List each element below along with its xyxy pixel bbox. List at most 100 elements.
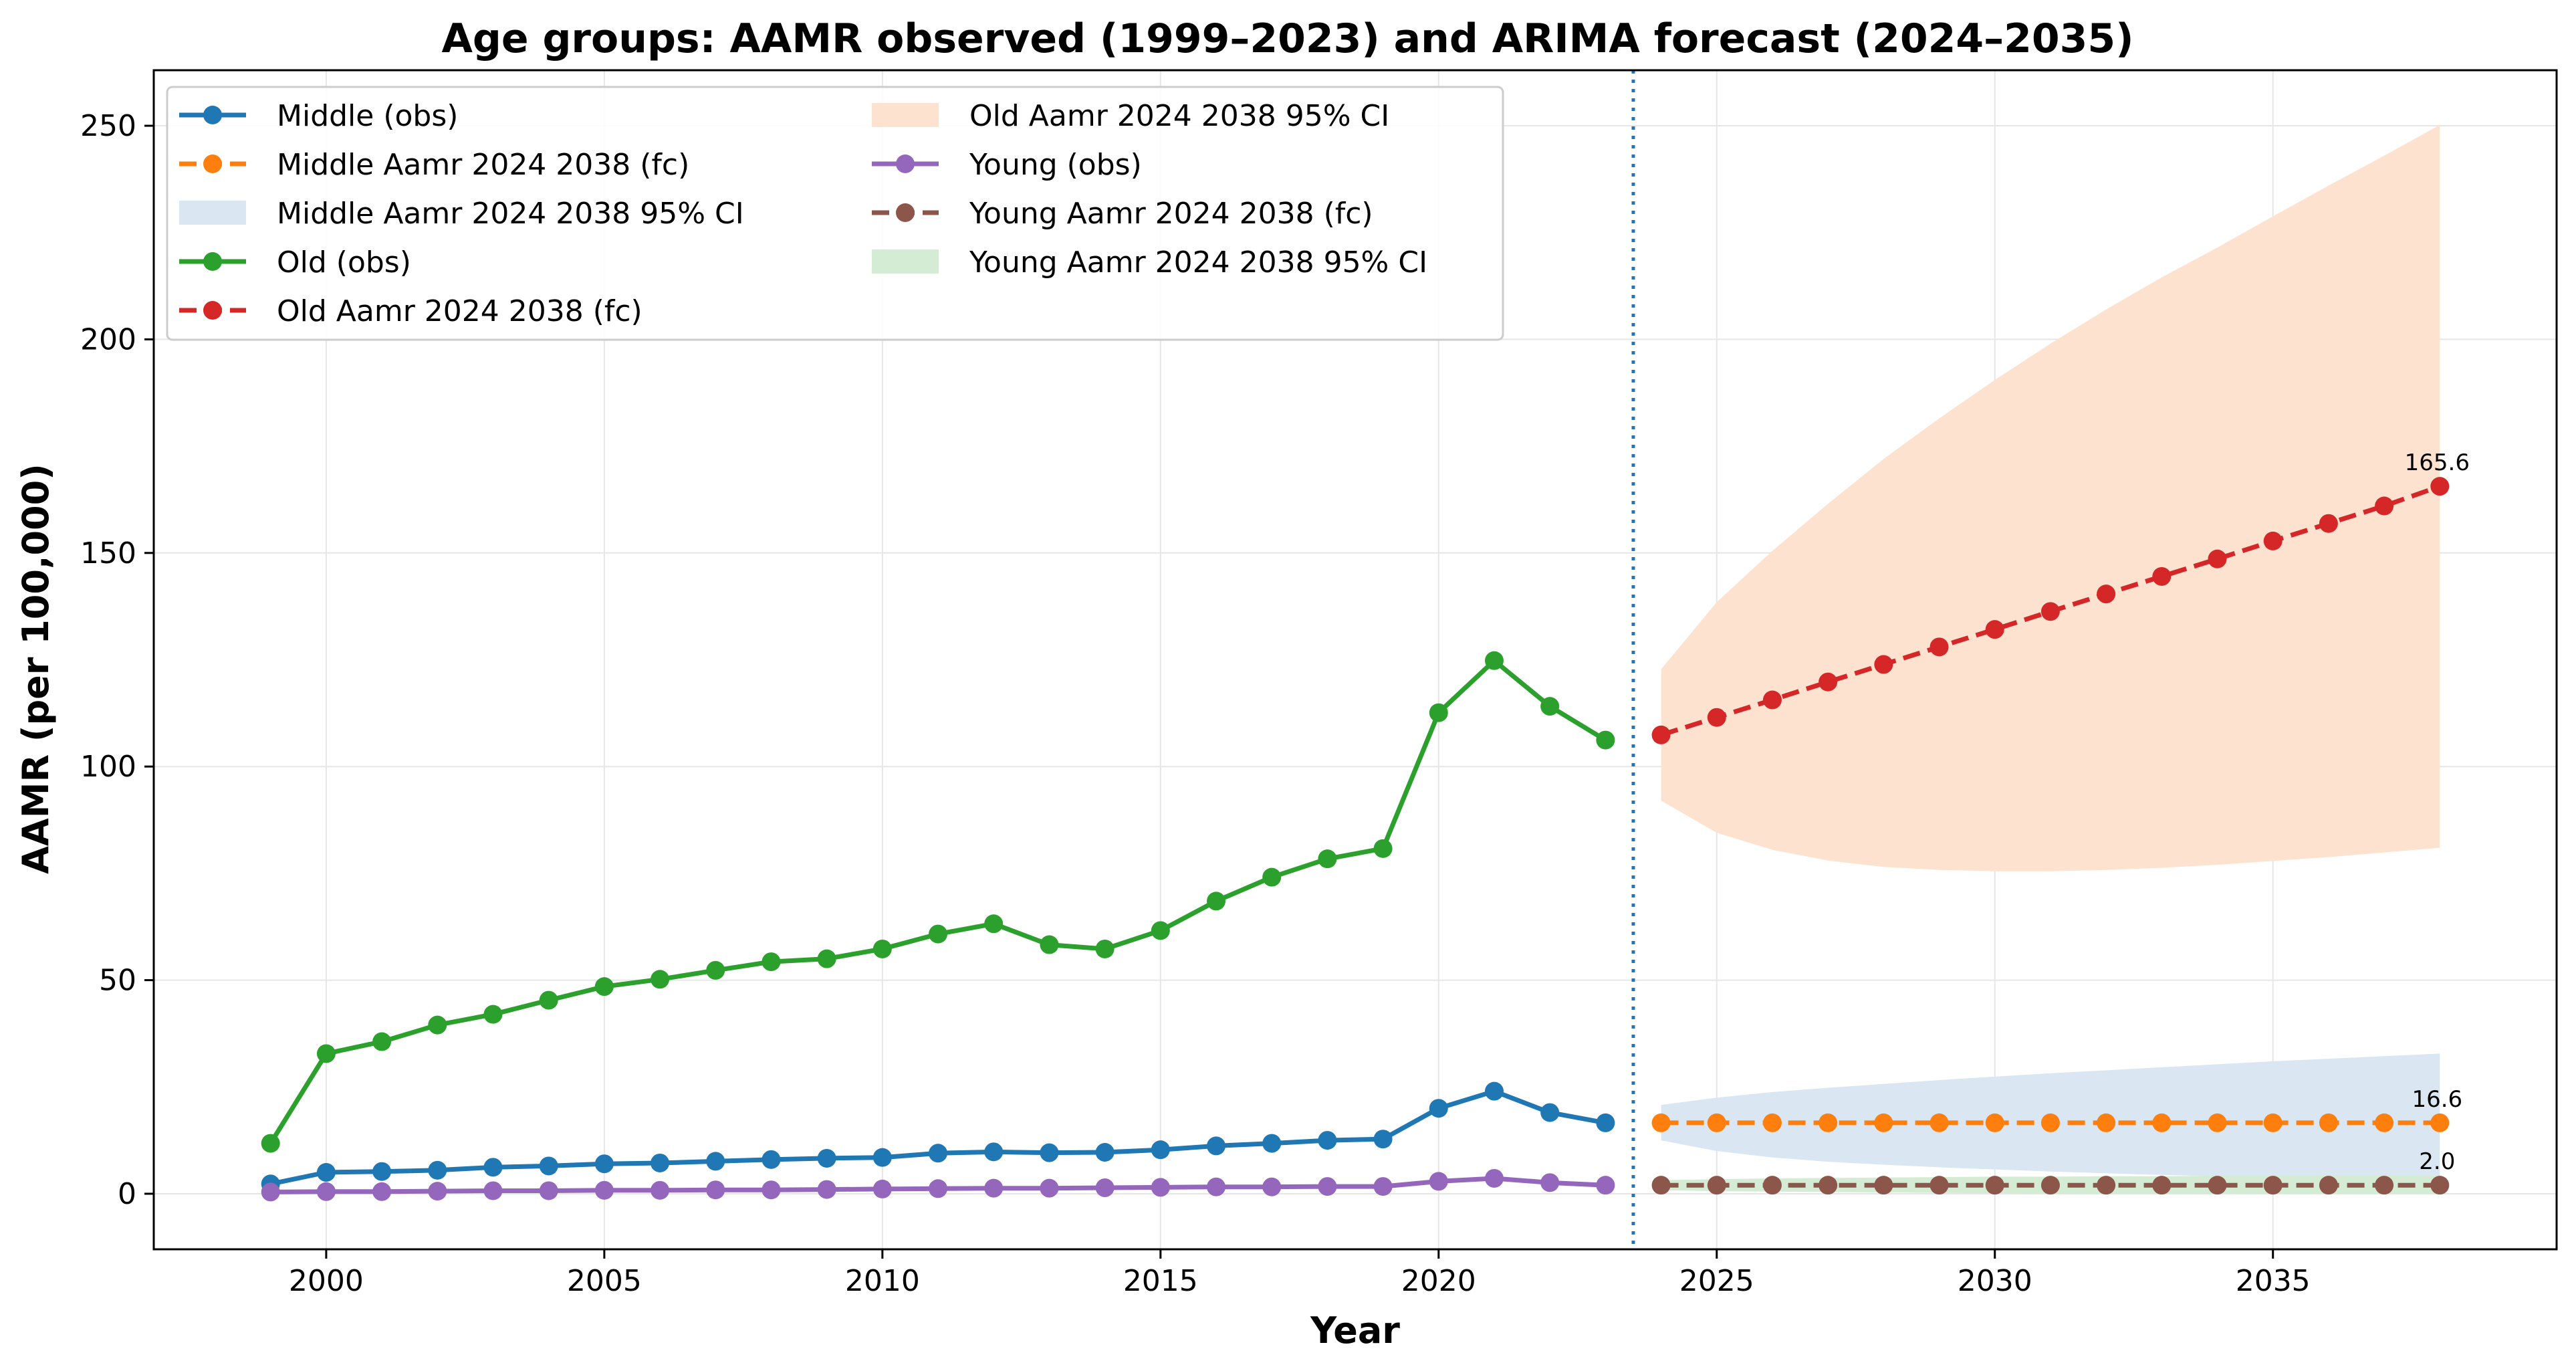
data-point	[594, 977, 614, 996]
data-point	[483, 1005, 503, 1024]
series-lines	[261, 477, 2450, 1202]
series-fc	[1651, 1113, 2450, 1132]
data-label: 16.6	[2412, 1086, 2462, 1113]
y-tick-label: 0	[118, 1177, 136, 1211]
x-tick-label: 2020	[1401, 1264, 1476, 1298]
data-point	[762, 952, 781, 972]
data-point	[1596, 1113, 1615, 1132]
series-obs	[261, 1168, 1615, 1202]
data-point	[1651, 1113, 1671, 1132]
data-point	[706, 1152, 725, 1171]
data-point	[1819, 1113, 1838, 1132]
data-point	[1373, 1130, 1393, 1149]
data-point	[2430, 477, 2450, 496]
legend-label: Young Aamr 2024 2038 95% CI	[969, 245, 1427, 280]
x-axis-label: Year	[1310, 1309, 1400, 1352]
data-point	[929, 1144, 948, 1163]
data-point	[1318, 849, 1337, 869]
y-tick-label: 150	[80, 536, 136, 570]
plot-frame	[152, 69, 2558, 1251]
data-point	[984, 914, 1004, 934]
data-point	[651, 1153, 670, 1172]
data-point	[539, 1181, 558, 1200]
axis-ticks: 2000 2005 2010 2015 2020 2025 2030 2035 0 50 100 15…	[80, 109, 2311, 1298]
data-point	[1040, 1178, 1059, 1198]
series-obs	[261, 651, 1615, 1153]
legend-item: Middle (obs)	[179, 99, 458, 133]
data-point	[2263, 531, 2282, 550]
data-point	[1762, 690, 1782, 710]
legend-label: Young (obs)	[969, 148, 1142, 182]
data-point	[1373, 839, 1393, 858]
data-point	[872, 1148, 892, 1167]
data-point	[594, 1180, 614, 1200]
legend-marker	[203, 154, 222, 173]
confidence-bands	[1661, 124, 2440, 1194]
data-point	[261, 1134, 280, 1153]
legend-item: Young Aamr 2024 2038 95% CI	[872, 245, 1427, 280]
data-point	[2097, 1113, 2116, 1132]
data-point	[428, 1160, 447, 1180]
y-tick-label: 200	[80, 322, 136, 356]
data-point	[316, 1044, 336, 1063]
data-point	[2430, 1176, 2450, 1195]
data-point	[1151, 1140, 1170, 1160]
legend-label: Middle Aamr 2024 2038 95% CI	[277, 197, 744, 231]
legend-label: Old Aamr 2024 2038 (fc)	[277, 294, 642, 328]
legend-label: Old (obs)	[277, 245, 411, 280]
data-point	[2208, 549, 2227, 568]
data-point	[372, 1162, 392, 1181]
x-tick-label: 2005	[567, 1264, 642, 1298]
data-point	[1207, 1177, 1226, 1196]
data-point	[261, 1182, 280, 1202]
data-point	[651, 970, 670, 989]
data-point	[2319, 514, 2338, 533]
legend-item: Middle Aamr 2024 2038 (fc)	[179, 148, 689, 182]
legend-marker	[896, 203, 915, 222]
data-point	[1929, 637, 1949, 657]
data-point	[706, 1180, 725, 1200]
data-point	[706, 960, 725, 980]
data-point	[316, 1182, 336, 1201]
data-point	[1318, 1131, 1337, 1150]
legend-item: Young (obs)	[872, 148, 1142, 182]
data-point	[539, 1156, 558, 1176]
legend-marker	[203, 252, 222, 271]
data-point	[1651, 1176, 1671, 1195]
data-point	[1040, 1143, 1059, 1162]
data-point	[1985, 1176, 2004, 1195]
data-point	[2375, 1113, 2394, 1132]
legend-item: Old Aamr 2024 2038 95% CI	[872, 99, 1389, 133]
data-point	[1707, 708, 1726, 727]
data-point	[817, 1148, 836, 1168]
data-point	[1040, 935, 1059, 954]
legend-label: Young Aamr 2024 2038 (fc)	[969, 197, 1373, 231]
data-point	[1484, 651, 1504, 670]
x-tick-label: 2030	[1958, 1264, 2032, 1298]
data-point	[1874, 1176, 1893, 1195]
data-point	[1540, 697, 1560, 716]
series-line	[269, 1089, 1607, 1186]
data-point	[872, 939, 892, 958]
legend-item: Old Aamr 2024 2038 (fc)	[179, 294, 642, 328]
data-point	[428, 1182, 447, 1201]
data-point	[984, 1142, 1004, 1162]
y-tick-label: 250	[80, 109, 136, 143]
data-point	[2152, 1176, 2172, 1195]
x-tick-label: 2015	[1123, 1264, 1198, 1298]
ci-band	[1661, 124, 2440, 871]
y-tick-label: 100	[80, 750, 136, 784]
data-point	[1874, 1113, 1893, 1132]
data-point	[1596, 1176, 1615, 1195]
data-point	[2319, 1176, 2338, 1195]
data-point	[872, 1179, 892, 1198]
data-point	[372, 1032, 392, 1051]
data-point	[1095, 1142, 1115, 1162]
data-point	[1262, 1177, 1282, 1196]
data-point	[1985, 1113, 2004, 1132]
data-point	[2097, 585, 2116, 604]
data-point	[929, 924, 948, 944]
data-point	[1484, 1081, 1504, 1101]
data-label: 165.6	[2405, 449, 2470, 476]
